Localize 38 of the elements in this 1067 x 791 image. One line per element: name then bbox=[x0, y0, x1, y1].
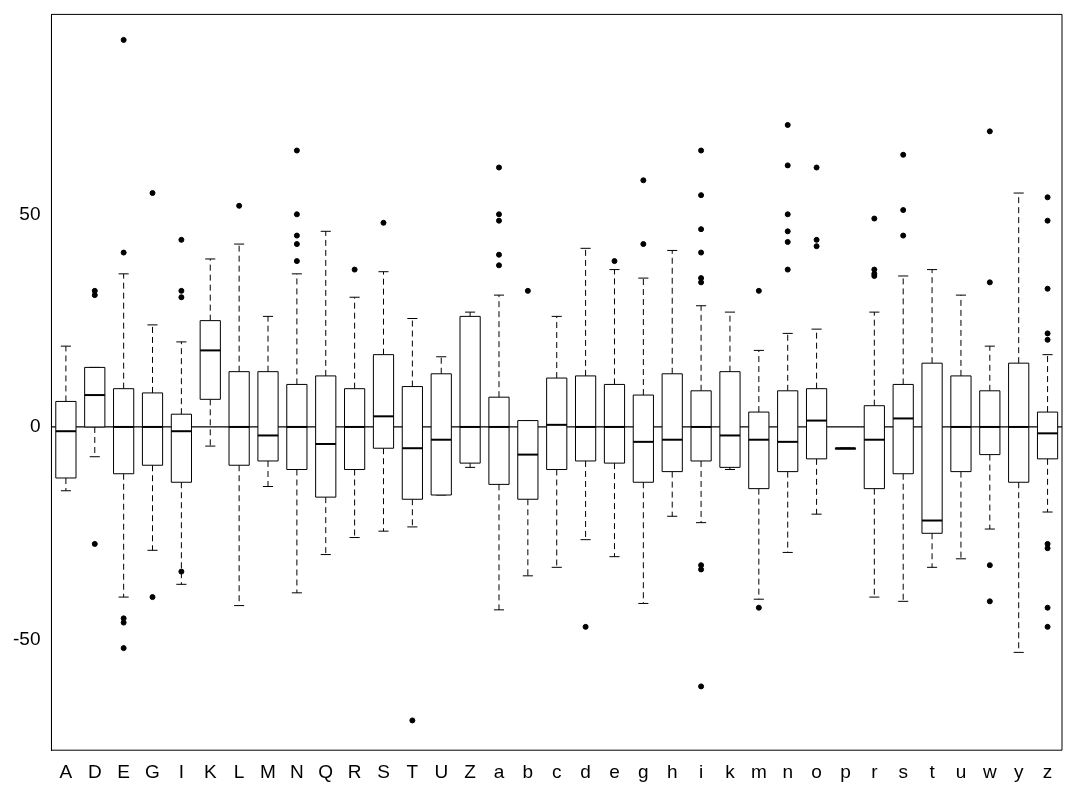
x-tick-label: M bbox=[260, 760, 276, 782]
x-tick-label: L bbox=[233, 760, 245, 782]
y-tick-label: 0 bbox=[29, 415, 41, 437]
x-tick-label: u bbox=[955, 760, 967, 782]
y-tick-label: 50 bbox=[19, 202, 41, 224]
x-tick-label: h bbox=[666, 760, 678, 782]
x-tick-label: R bbox=[347, 760, 362, 782]
x-tick-label: w bbox=[981, 760, 997, 782]
x-tick-label: a bbox=[493, 760, 505, 782]
x-tick-label: e bbox=[609, 760, 620, 782]
x-tick-label: N bbox=[290, 760, 304, 782]
x-tick-label: m bbox=[750, 760, 767, 782]
x-tick-label: I bbox=[178, 760, 185, 782]
x-tick-label: Q bbox=[318, 760, 334, 782]
x-tick-label: E bbox=[117, 760, 130, 782]
x-tick-label: D bbox=[87, 760, 102, 782]
x-tick-label: i bbox=[698, 760, 704, 782]
x-tick-label: y bbox=[1013, 760, 1024, 782]
x-tick-label: b bbox=[522, 760, 534, 782]
x-tick-label: z bbox=[1042, 760, 1053, 782]
x-tick-label: c bbox=[551, 760, 562, 782]
x-tick-label: s bbox=[898, 760, 908, 782]
x-tick-label: t bbox=[929, 760, 936, 782]
x-tick-label: p bbox=[840, 760, 851, 782]
x-tick-label: S bbox=[377, 760, 390, 782]
x-tick-label: T bbox=[406, 760, 419, 782]
x-tick-label: Z bbox=[464, 760, 477, 782]
x-tick-label: d bbox=[580, 760, 591, 782]
x-tick-label: g bbox=[638, 760, 649, 782]
x-tick-label: U bbox=[434, 760, 449, 782]
x-tick-label: A bbox=[59, 760, 73, 782]
x-tick-label: r bbox=[871, 760, 879, 782]
x-tick-label: k bbox=[725, 760, 736, 782]
x-tick-label: o bbox=[811, 760, 822, 782]
x-tick-label: K bbox=[203, 760, 217, 782]
x-tick-label: G bbox=[145, 760, 160, 782]
x-tick-label: n bbox=[782, 760, 793, 782]
y-tick-label: -50 bbox=[12, 627, 41, 649]
